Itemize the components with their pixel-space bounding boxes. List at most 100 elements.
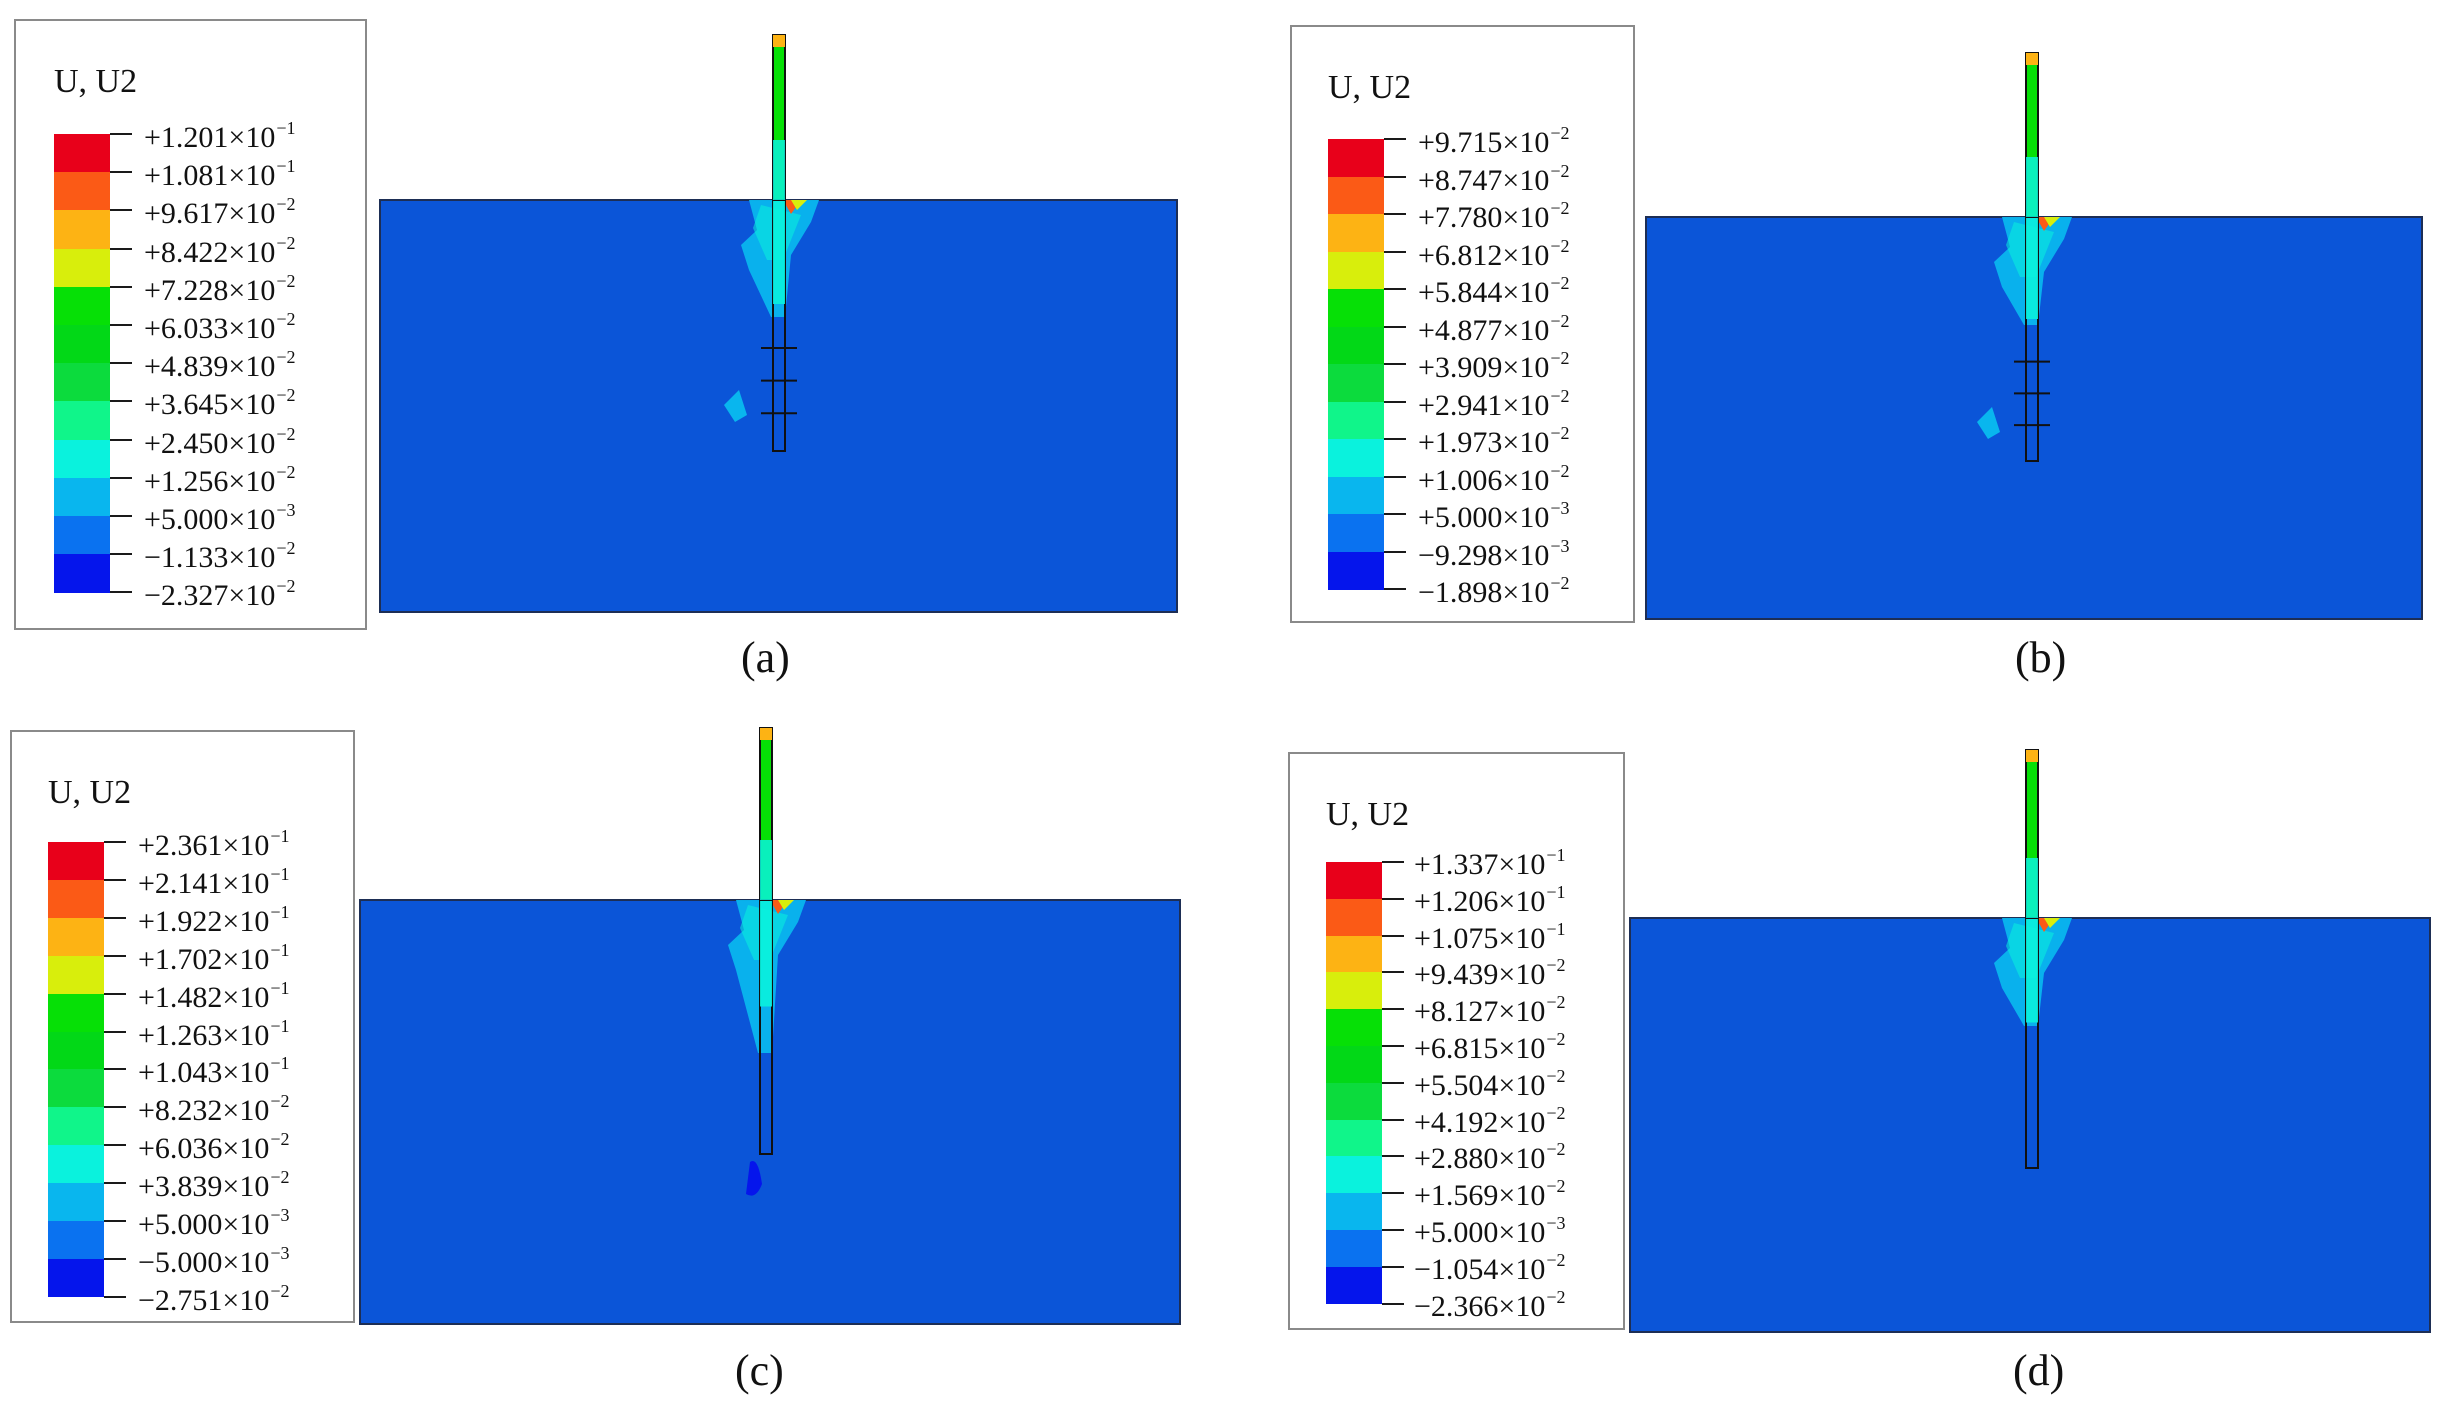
legend-value-exponent: −2 (276, 385, 296, 406)
legend-value-exponent: −1 (276, 118, 296, 138)
legend-swatch (1326, 898, 1382, 937)
fe-model-view-c (359, 727, 1181, 1325)
legend-swatch (48, 1069, 104, 1108)
legend-tick (104, 954, 126, 957)
legend-tick (104, 1144, 126, 1147)
legend-swatch (48, 1107, 104, 1146)
legend-value-label: +1.973×10−2 (1418, 423, 1570, 459)
legend-value-label: −1.898×10−2 (1418, 573, 1570, 609)
legend-value-exponent: −1 (270, 939, 290, 960)
legend-swatch (1326, 1266, 1382, 1305)
legend-value-exponent: −2 (1550, 198, 1570, 218)
legend-tick (110, 515, 132, 517)
legend-tick (1384, 250, 1406, 253)
legend-swatch (1326, 1193, 1382, 1231)
fe-model-view-d (1629, 749, 2431, 1333)
anchor-plume (1977, 407, 2000, 439)
legend-tick (1382, 861, 1404, 863)
legend-tick (110, 133, 132, 135)
legend-tick (1382, 1118, 1404, 1121)
legend-value-label: +2.361×10−1 (138, 826, 290, 862)
legend-value-label: +8.232×10−2 (138, 1091, 290, 1128)
legend-swatch (1326, 935, 1382, 973)
legend-value-label: +5.000×10−3 (138, 1205, 290, 1241)
legend-swatch (48, 1031, 104, 1070)
legend-swatch (1328, 401, 1384, 440)
legend-swatch (54, 363, 110, 402)
legend-value-exponent: −2 (1550, 273, 1570, 293)
legend-value-label: +1.043×10−1 (138, 1053, 290, 1090)
legend-tick (110, 591, 132, 594)
legend-swatch (54, 516, 110, 555)
legend-value-label: +2.450×10−2 (144, 423, 296, 460)
legend-swatch (48, 1258, 104, 1298)
legend-tick (110, 476, 132, 479)
legend-value-exponent: −1 (270, 826, 290, 846)
legend-tick (1384, 438, 1406, 440)
legend-tick (1382, 1229, 1404, 1231)
legend-tick (110, 247, 132, 250)
legend-swatch (1328, 551, 1384, 590)
legend-title-c: U, U2 (48, 774, 132, 811)
legend-value-label: −1.133×10−2 (144, 538, 296, 575)
legend-value-exponent: −2 (276, 347, 296, 368)
legend-value-label: −2.751×10−2 (138, 1280, 290, 1317)
legend-tick (1382, 1265, 1404, 1268)
legend-swatch (54, 210, 110, 250)
legend-value-exponent: −3 (270, 1205, 290, 1225)
pile-embedded-top (773, 200, 785, 304)
legend-value-exponent: −2 (276, 309, 296, 329)
legend-swatch (54, 401, 110, 441)
legend-value-exponent: −3 (276, 500, 296, 520)
legend-swatch (48, 917, 104, 957)
legend-value-label: +3.839×10−2 (138, 1167, 290, 1204)
legend-value-exponent: −2 (1550, 235, 1570, 256)
legend-swatch (54, 554, 110, 593)
legend-tick (1382, 897, 1404, 900)
legend-value-label: +9.715×10−2 (1418, 123, 1570, 159)
legend-tick (104, 878, 126, 881)
legend-swatch (1326, 862, 1382, 900)
legend-tick (1384, 175, 1406, 178)
legend-value-label: +1.702×10−1 (138, 939, 290, 976)
legend-value-exponent: −1 (276, 156, 296, 177)
legend-value-exponent: −2 (1546, 1249, 1566, 1270)
legend-tick (1384, 400, 1406, 403)
pile-embedded-top (2026, 217, 2038, 319)
legend-value-label: +1.075×10−1 (1414, 918, 1566, 955)
legend-tick (104, 1068, 126, 1071)
legend-tick (110, 324, 132, 326)
legend-panel-d: U, U2 +1.337×10−1 +1.206×10−1 +1.075×10−1 +… (1288, 752, 1625, 1330)
legend-value-label: +3.909×10−2 (1418, 348, 1570, 384)
soil-domain (359, 899, 1181, 1325)
legend-swatch (1326, 1156, 1382, 1194)
legend-value-exponent: −2 (270, 1091, 290, 1112)
legend-tick (1384, 325, 1406, 328)
legend-tick (104, 992, 126, 995)
legend-value-label: +1.201×10−1 (144, 118, 296, 154)
legend-value-exponent: −2 (1546, 955, 1566, 976)
pile-top-cap (760, 728, 772, 740)
legend-value-label: +4.192×10−2 (1414, 1102, 1566, 1139)
legend-tick (104, 1295, 126, 1298)
legend-value-label: +4.839×10−2 (144, 347, 296, 384)
legend-value-label: +3.645×10−2 (144, 385, 296, 422)
negative-displacement-zone (746, 1160, 762, 1196)
legend-tick (1384, 475, 1406, 478)
pile-embedded-top (760, 900, 772, 1007)
legend-value-exponent: −2 (270, 1167, 290, 1188)
legend-value-exponent: −1 (1546, 918, 1566, 939)
legend-value-label: +6.812×10−2 (1418, 235, 1570, 272)
legend-swatch (1326, 1230, 1382, 1268)
legend-tick (104, 1257, 126, 1260)
legend-tick (110, 171, 132, 174)
legend-swatch (48, 955, 104, 995)
legend-swatch (48, 842, 104, 881)
legend-value-exponent: −2 (1550, 123, 1570, 143)
legend-tick (1384, 550, 1406, 553)
legend-tick (1384, 213, 1406, 215)
caption-a: (a) (741, 633, 790, 682)
legend-value-exponent: −2 (276, 270, 296, 291)
stress-hotspot-outer (2044, 918, 2060, 928)
legend-tick (1382, 1008, 1404, 1011)
